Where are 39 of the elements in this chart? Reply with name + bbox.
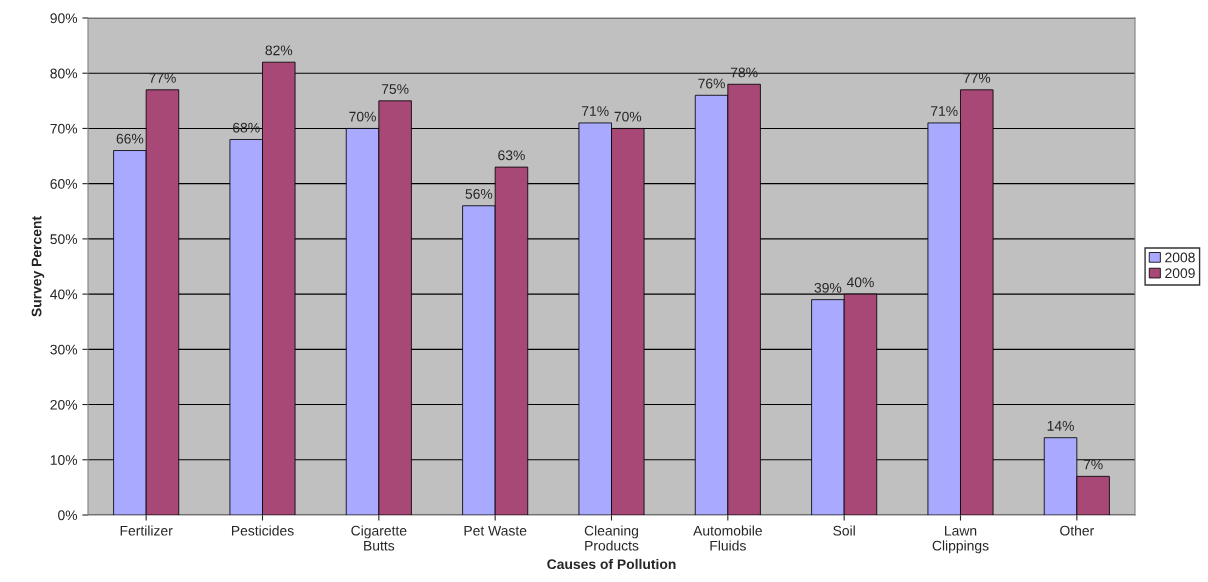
data-label: 14%	[1047, 421, 1074, 431]
x-tick-label: Pesticides	[231, 525, 294, 536]
y-tick-label: 90%	[50, 13, 78, 24]
x-tick-label: Soil	[833, 525, 855, 536]
data-label: 7%	[1083, 459, 1103, 470]
y-tick-label: 0%	[58, 510, 78, 521]
x-tick-label: Automobile Fluids	[693, 525, 762, 551]
data-label: 70%	[614, 111, 642, 122]
x-tick-label: Cleaning Products	[584, 525, 639, 551]
data-label: 77%	[149, 73, 176, 83]
y-tick-label: 60%	[50, 179, 78, 189]
x-tick-label: Other	[1060, 525, 1094, 536]
y-tick-label: 50%	[50, 234, 78, 245]
data-label: 76%	[698, 78, 725, 89]
data-label: 71%	[582, 106, 609, 116]
data-label: 75%	[381, 84, 409, 94]
x-tick-label: Pet Waste	[464, 525, 527, 536]
y-tick-label: 80%	[50, 68, 78, 79]
legend-label: 2009	[1165, 268, 1195, 279]
data-label: 56%	[465, 189, 493, 199]
y-tick-label: 70%	[50, 123, 78, 134]
y-tick-label: 10%	[50, 455, 78, 465]
y-tick-label: 40%	[50, 289, 78, 300]
legend-label: 2008	[1165, 252, 1195, 263]
data-label: 77%	[963, 73, 991, 83]
data-label: 82%	[265, 45, 293, 56]
y-tick-label: 30%	[50, 344, 78, 355]
x-axis-title: Causes of Pollution	[547, 558, 676, 570]
x-tick-label: Fertilizer	[120, 525, 173, 536]
data-label: 63%	[498, 150, 525, 161]
y-axis-title: Survey Percent	[31, 216, 45, 317]
data-label: 71%	[931, 106, 958, 116]
x-tick-label: Cigarette Butts	[351, 525, 407, 551]
data-label: 39%	[814, 282, 842, 293]
y-tick-label: 20%	[50, 399, 78, 410]
data-label: 66%	[116, 133, 144, 144]
x-tick-label: Lawn Clippings	[932, 525, 989, 554]
data-label: 70%	[349, 111, 376, 122]
data-label: 40%	[846, 277, 874, 288]
